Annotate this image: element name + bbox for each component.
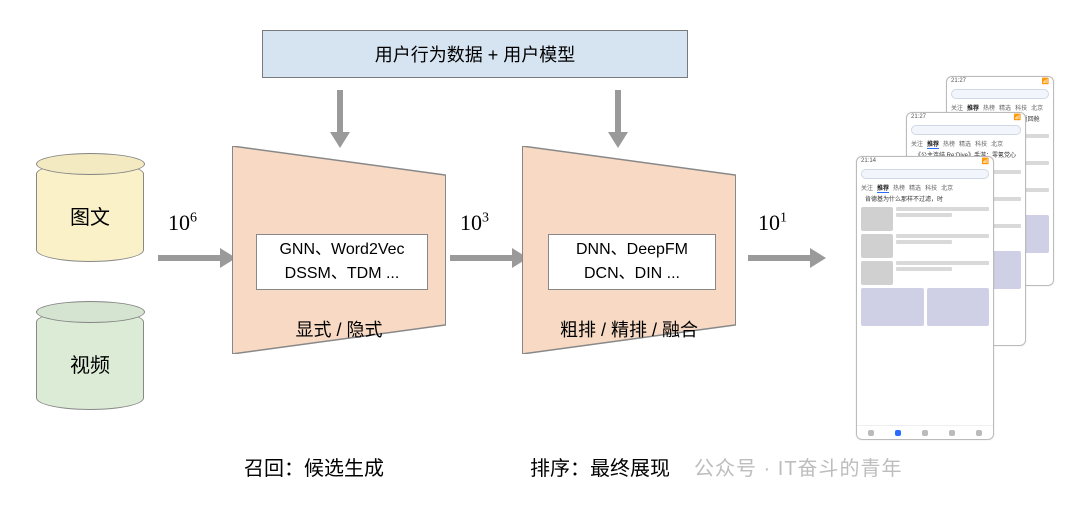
phone-searchbar xyxy=(861,169,989,179)
phone-statusbar: 21:27📶 xyxy=(907,113,1025,123)
nav-dot-icon xyxy=(868,430,874,436)
phone-tab: 热榜 xyxy=(943,139,955,149)
phone-statusbar: 21:27📶 xyxy=(947,77,1053,87)
model-line: DNN、DeepFM xyxy=(576,238,688,262)
phone-tabs: 关注推荐热榜精选科技北京 xyxy=(907,137,1025,151)
phone-tab: 精选 xyxy=(959,139,971,149)
feed-card xyxy=(861,261,989,285)
phone-tab: 关注 xyxy=(911,139,923,149)
diagram-canvas: 用户行为数据 + 用户模型 图文视频 106 103 101 GNN、Word2Ve… xyxy=(0,0,1080,507)
cylinder-label: 图文 xyxy=(37,201,143,230)
phone-mockup-2: 21:14📶 关注推荐热榜精选科技北京肯德基为什么那样不过滤，时 xyxy=(856,156,994,440)
nav-dot-icon xyxy=(949,430,955,436)
cylinder-图文: 图文 xyxy=(36,162,144,262)
thumb-icon xyxy=(861,207,893,231)
thumb-icon xyxy=(861,261,893,285)
phone-bottom-nav xyxy=(857,425,993,439)
caption-ranking: 排序：最终展现 xyxy=(530,452,670,481)
count-label-1: 103 xyxy=(460,210,489,236)
phone-tab: 北京 xyxy=(1031,103,1043,113)
watermark-text: 公众号 · IT奋斗的青年 xyxy=(694,452,903,481)
cylinder-label: 视频 xyxy=(37,349,143,378)
signal-icon: 📶 xyxy=(1014,114,1021,122)
cylinder-视频: 视频 xyxy=(36,310,144,410)
arrow-down-0 xyxy=(330,90,350,148)
stage-models-box: GNN、Word2VecDSSM、TDM ... xyxy=(256,234,428,290)
thumb-icon xyxy=(861,234,893,258)
stage-sublabel: 显式 / 隐式 xyxy=(232,316,446,342)
user-data-box: 用户行为数据 + 用户模型 xyxy=(262,30,688,78)
caption-recall: 召回：候选生成 xyxy=(244,452,384,481)
nav-dot-icon xyxy=(922,430,928,436)
phone-tabs: 关注推荐热榜精选科技北京 xyxy=(857,181,993,195)
model-line: DSSM、TDM ... xyxy=(285,262,400,286)
model-line: DCN、DIN ... xyxy=(584,262,680,286)
phone-feed: 肯德基为什么那样不过滤，时 xyxy=(857,195,993,328)
user-data-label: 用户行为数据 + 用户模型 xyxy=(375,41,576,67)
nav-dot-icon xyxy=(895,430,901,436)
phone-searchbar xyxy=(951,89,1049,99)
nav-dot-icon xyxy=(976,430,982,436)
feed-card xyxy=(861,207,989,231)
count-label-2: 101 xyxy=(758,210,787,236)
arrow-right-0 xyxy=(158,248,236,268)
phone-tab: 科技 xyxy=(975,139,987,149)
phone-searchbar xyxy=(911,125,1021,135)
phone-tab: 科技 xyxy=(925,183,937,193)
phone-tab: 热榜 xyxy=(893,183,905,193)
phone-tab: 北京 xyxy=(991,139,1003,149)
stage-sublabel: 粗排 / 精排 / 融合 xyxy=(522,316,736,342)
phone-tab: 推荐 xyxy=(877,183,889,193)
phone-headline: 肯德基为什么那样不过滤，时 xyxy=(861,197,989,204)
feed-image-grid xyxy=(861,288,989,326)
phone-tab: 精选 xyxy=(909,183,921,193)
feed-card xyxy=(861,234,989,258)
phone-tab: 关注 xyxy=(861,183,873,193)
signal-icon: 📶 xyxy=(1042,78,1049,86)
phone-tab: 北京 xyxy=(941,183,953,193)
count-label-0: 106 xyxy=(168,210,197,236)
phone-tab: 推荐 xyxy=(927,139,939,149)
phone-statusbar: 21:14📶 xyxy=(857,157,993,167)
model-line: GNN、Word2Vec xyxy=(279,238,404,262)
arrow-down-1 xyxy=(608,90,628,148)
stage-models-box: DNN、DeepFMDCN、DIN ... xyxy=(548,234,716,290)
signal-icon: 📶 xyxy=(982,158,989,166)
arrow-right-1 xyxy=(450,248,528,268)
arrow-right-2 xyxy=(748,248,826,268)
